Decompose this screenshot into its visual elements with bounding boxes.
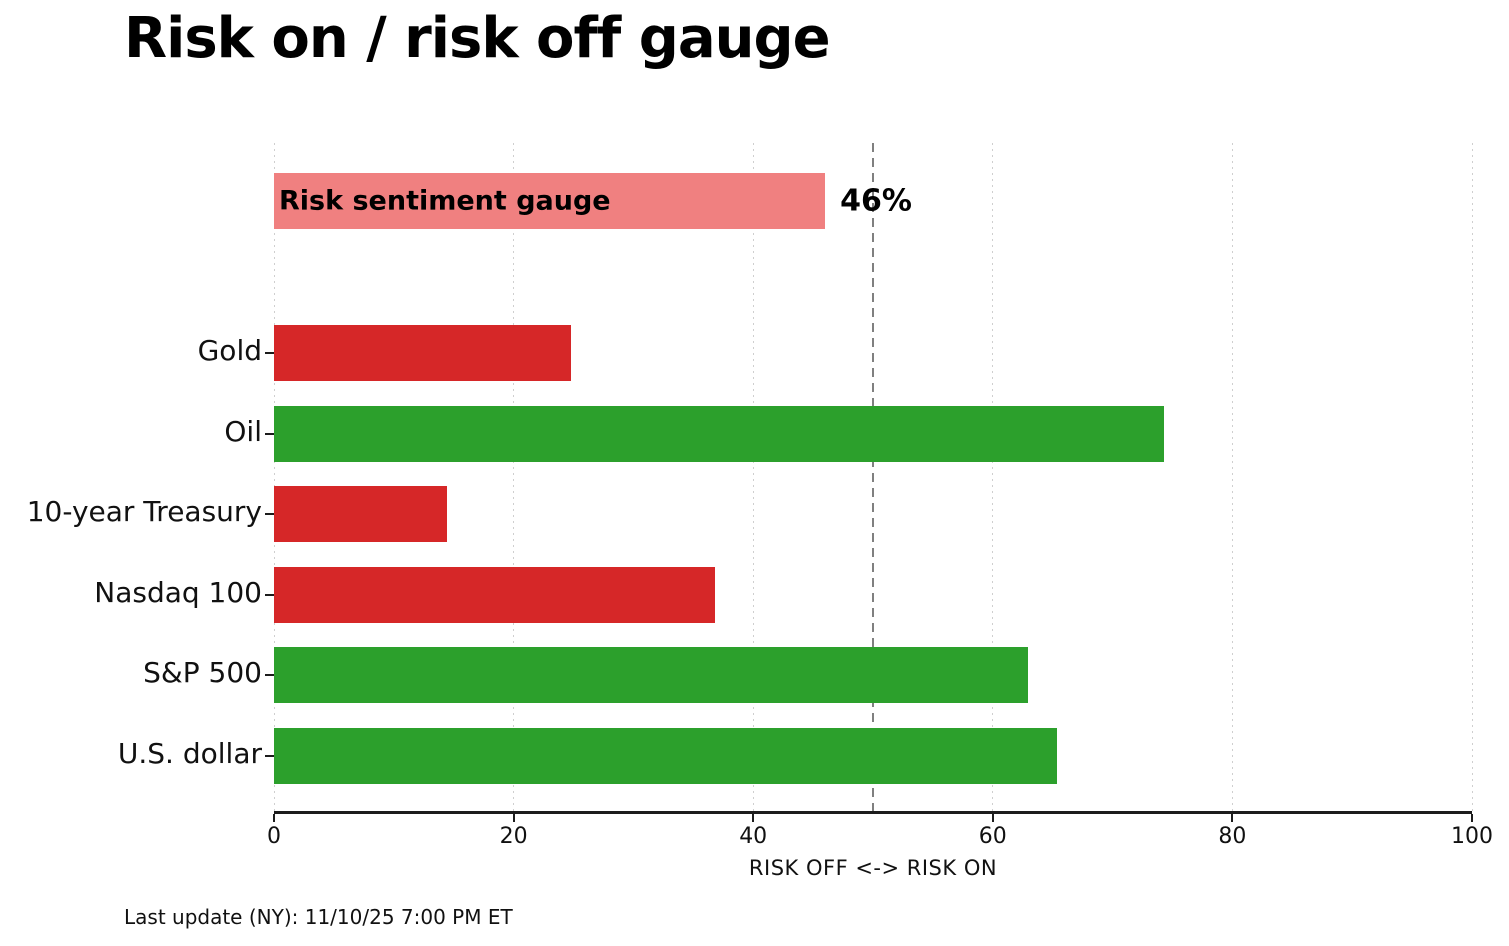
xtick-40 xyxy=(752,814,755,822)
xtick-label-60: 60 xyxy=(978,824,1007,849)
xtick-label-100: 100 xyxy=(1451,824,1493,849)
ytick-5 xyxy=(265,754,274,757)
xtick-20 xyxy=(512,814,515,822)
gridline-x0 xyxy=(273,143,275,812)
gridline-x40 xyxy=(752,143,754,812)
ylabel-oil: Oil xyxy=(224,414,262,448)
gridline-x60 xyxy=(992,143,994,812)
bar-u-s-dollar xyxy=(274,727,1058,784)
plot-area: Risk sentiment gauge 46% xyxy=(273,143,1473,812)
gauge-bar: Risk sentiment gauge xyxy=(274,173,826,229)
chart-title: Risk on / risk off gauge xyxy=(124,6,831,71)
ytick-1 xyxy=(265,432,274,435)
bar-10-year-treasury xyxy=(274,486,447,542)
xtick-100 xyxy=(1471,814,1473,822)
ytick-3 xyxy=(265,593,274,596)
midpoint-refline xyxy=(872,143,874,812)
last-update-note: Last update (NY): 11/10/25 7:00 PM ET xyxy=(124,905,513,929)
bar-gold xyxy=(274,325,572,381)
ylabel-nasdaq-100: Nasdaq 100 xyxy=(94,575,262,609)
bar-oil xyxy=(274,405,1165,462)
ylabel-gold: Gold xyxy=(197,334,262,367)
x-axis-label: RISK OFF <-> RISK ON xyxy=(748,856,998,880)
x-axis-line xyxy=(274,811,1472,814)
ylabel-s-p-500: S&P 500 xyxy=(143,656,262,689)
ylabel-10-year-treasury: 10-year Treasury xyxy=(26,495,262,528)
bar-s-p-500 xyxy=(274,647,1028,703)
xtick-label-80: 80 xyxy=(1218,824,1247,849)
xtick-60 xyxy=(991,814,994,822)
xtick-label-0: 0 xyxy=(267,824,281,849)
ytick-0 xyxy=(265,352,274,354)
ylabel-u-s-dollar: U.S. dollar xyxy=(117,736,262,770)
gridline-x100 xyxy=(1471,143,1473,812)
gridline-x80 xyxy=(1231,143,1233,812)
xtick-label-40: 40 xyxy=(739,824,768,849)
gridline-x20 xyxy=(513,143,515,812)
ytick-4 xyxy=(265,674,274,676)
xtick-0 xyxy=(273,814,275,822)
xtick-label-20: 20 xyxy=(499,824,528,849)
gauge-value-label: 46% xyxy=(840,183,912,219)
bar-nasdaq-100 xyxy=(274,566,715,623)
xtick-80 xyxy=(1231,814,1234,822)
ytick-2 xyxy=(265,513,274,515)
gauge-bar-label: Risk sentiment gauge xyxy=(279,185,611,217)
